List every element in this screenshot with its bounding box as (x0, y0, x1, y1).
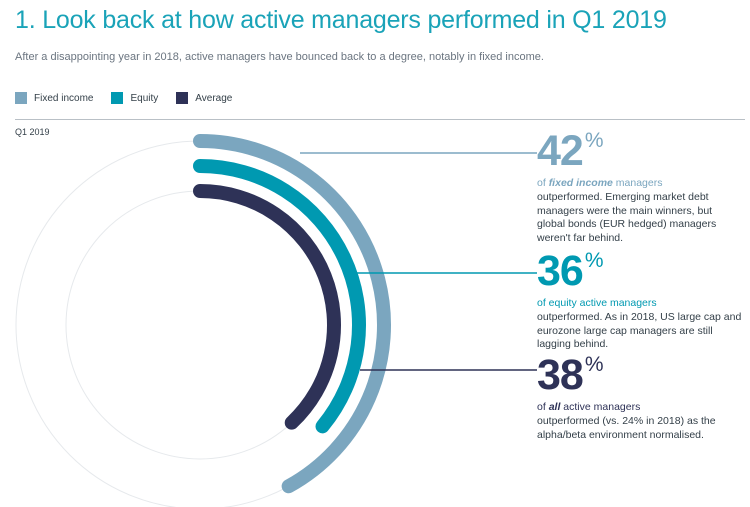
legend-label: Average (195, 92, 233, 104)
arc-equity (193, 159, 366, 434)
header-divider (15, 119, 745, 120)
callout-body: outperformed. Emerging market debt manag… (537, 190, 717, 245)
legend: Fixed income Equity Average (15, 92, 250, 104)
callout-value: 42% (537, 127, 604, 175)
callout-fixed-income: 42% of fixed income managers outperforme… (537, 130, 742, 246)
period-label: Q1 2019 (15, 127, 50, 137)
legend-label: Equity (130, 92, 159, 104)
callout-lead: of fixed income managers (537, 177, 663, 189)
legend-label: Fixed income (34, 92, 94, 104)
chart-title: 1. Look back at how active managers perf… (15, 6, 667, 34)
legend-item-fixed-income: Fixed income (15, 92, 93, 104)
arc-average (193, 184, 341, 430)
callout-body: outperformed. As in 2018, US large cap a… (537, 310, 742, 351)
arc-fixed-income (193, 134, 391, 494)
callout-lead: of equity active managers (537, 297, 657, 309)
callout-lead: of all active managers (537, 401, 641, 413)
legend-swatch (111, 92, 124, 104)
legend-swatch (15, 92, 27, 104)
legend-swatch (176, 92, 189, 104)
callout-average: 38% of all active managers outperformed … (537, 354, 742, 442)
legend-item-average: Average (176, 92, 232, 104)
callout-body: outperformed (vs. 24% in 2018) as the al… (537, 414, 716, 441)
chart-subtitle: After a disappointing year in 2018, acti… (15, 51, 544, 63)
callout-value: 36% (537, 247, 604, 295)
callout-value: 38% (537, 351, 604, 399)
legend-item-equity: Equity (111, 92, 158, 104)
callout-equity: 36% of equity active managers outperform… (537, 250, 742, 352)
